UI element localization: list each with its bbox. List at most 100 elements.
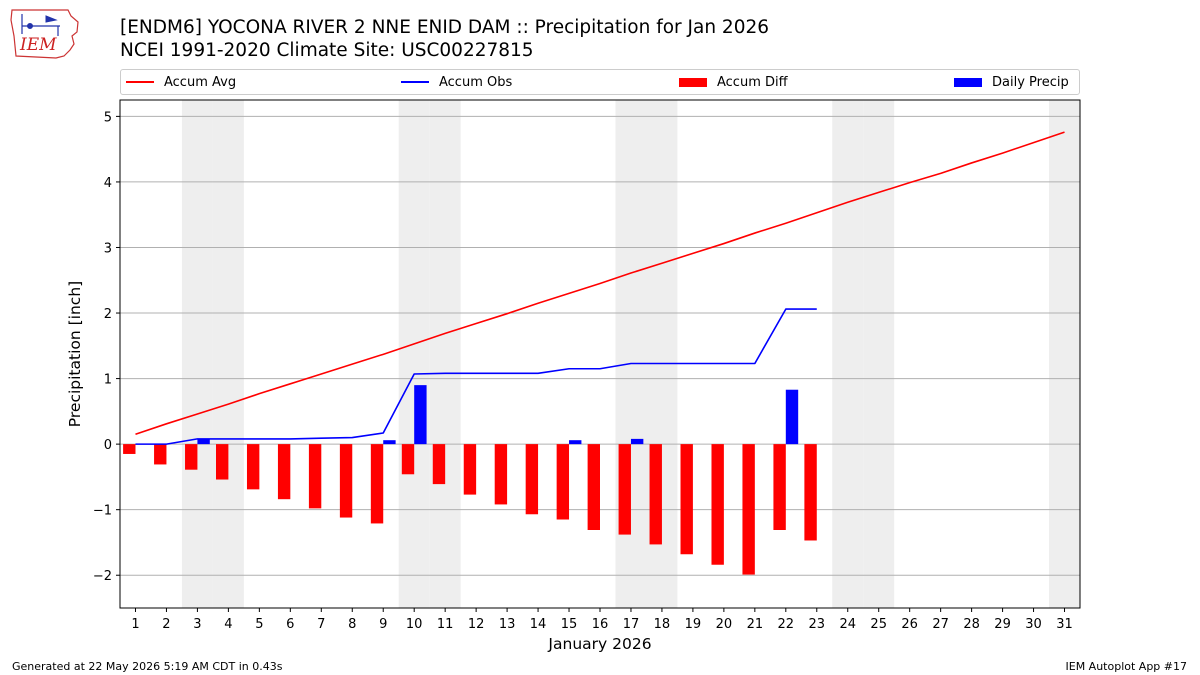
chart-title: [ENDM6] YOCONA RIVER 2 NNE ENID DAM :: P…	[120, 17, 769, 38]
weekend-band	[181, 100, 213, 608]
weekend-band	[212, 100, 244, 608]
x-tick-label: 19	[685, 617, 702, 632]
x-tick-label: 17	[623, 617, 640, 632]
iem-logo: IEM	[10, 9, 79, 59]
x-tick-label: 8	[348, 617, 356, 632]
accum-obs-line	[135, 308, 817, 445]
weekend-band	[863, 100, 895, 608]
legend-item-accum-obs: Accum Obs	[401, 70, 512, 94]
legend-label: Accum Avg	[164, 74, 237, 90]
accum-diff-bar	[463, 444, 477, 495]
accum-diff-bar	[618, 444, 631, 535]
y-tick-label: −2	[93, 569, 112, 584]
accum-diff-bar	[123, 444, 136, 454]
y-tick-label: 4	[104, 176, 112, 191]
weekend-band	[398, 100, 430, 608]
y-tick-label: 5	[104, 110, 112, 125]
accum-diff-bar	[277, 444, 291, 500]
daily-precip-bar	[383, 440, 396, 445]
x-tick-label: 18	[654, 617, 671, 632]
x-tick-label: 6	[286, 617, 294, 632]
accum-diff-bar	[154, 444, 167, 465]
iowa-outline-icon	[10, 9, 79, 59]
x-tick-label: 13	[499, 617, 516, 632]
x-tick-label: 11	[437, 617, 454, 632]
x-tick-label: 28	[963, 617, 980, 632]
legend-item-accum-diff: Accum Diff	[679, 70, 788, 94]
x-tick-label: 22	[778, 617, 795, 632]
x-tick-label: 31	[1056, 617, 1073, 632]
x-tick-label: 7	[317, 617, 325, 632]
weekend-band	[1049, 100, 1080, 608]
legend: Accum Avg Accum Obs Accum Diff Daily Pre…	[120, 69, 1080, 95]
accum-diff-bar	[494, 444, 508, 505]
daily-precip-bar	[630, 438, 644, 445]
x-tick-label: 21	[747, 617, 764, 632]
x-tick-label: 1	[131, 617, 139, 632]
accum-diff-bar	[339, 444, 353, 518]
y-tick-label: −1	[93, 504, 112, 519]
legend-swatch	[401, 81, 429, 83]
x-tick-label: 3	[193, 617, 201, 632]
accum-diff-bar	[185, 444, 198, 470]
accum-diff-bar	[649, 444, 662, 545]
daily-precip-bar	[197, 438, 210, 445]
legend-swatch	[954, 77, 982, 87]
footer-generated-text: Generated at 22 May 2026 5:19 AM CDT in …	[12, 660, 283, 673]
accum-diff-bar	[401, 444, 415, 475]
accum-diff-bar	[804, 444, 817, 541]
accum-diff-bar	[308, 444, 322, 509]
x-tick-label: 9	[379, 617, 387, 632]
x-tick-label: 10	[406, 617, 423, 632]
x-tick-label: 5	[255, 617, 263, 632]
accum-diff-bar	[556, 444, 570, 520]
y-axis-label: Precipitation [inch]	[66, 281, 84, 427]
footer-app-text: IEM Autoplot App #17	[1065, 660, 1188, 673]
accum-diff-bar	[216, 444, 229, 480]
weekend-band	[832, 100, 864, 608]
x-axis-label: January 2026	[547, 635, 651, 653]
x-tick-label: 23	[809, 617, 826, 632]
accum-diff-bar	[246, 444, 260, 490]
x-tick-label: 2	[162, 617, 170, 632]
accum-diff-bar	[432, 444, 446, 485]
plot-frame	[119, 99, 1081, 609]
accum-diff-bar	[742, 444, 755, 575]
legend-label: Accum Diff	[717, 74, 788, 90]
x-tick-label: 26	[901, 617, 918, 632]
y-tick-label: 3	[104, 241, 112, 256]
accum-diff-bar	[711, 444, 724, 565]
x-tick-label: 29	[994, 617, 1011, 632]
y-tick-label: 0	[104, 438, 112, 453]
x-tick-label: 20	[716, 617, 733, 632]
x-tick-label: 14	[530, 617, 547, 632]
accum-diff-bar	[525, 444, 539, 515]
y-tick-label: 1	[104, 373, 112, 388]
x-tick-label: 4	[224, 617, 232, 632]
legend-label: Daily Precip	[992, 74, 1069, 90]
accum-diff-bar	[370, 444, 384, 524]
legend-swatch	[679, 77, 707, 87]
weather-station-icon	[21, 14, 60, 36]
accum-avg-line	[135, 131, 1065, 436]
x-tick-label: 27	[932, 617, 949, 632]
y-tick-label: 2	[104, 307, 112, 322]
daily-precip-bar	[785, 389, 799, 445]
x-tick-label: 16	[592, 617, 609, 632]
accum-diff-bar	[773, 444, 786, 530]
weekend-band	[429, 100, 461, 608]
x-tick-label: 15	[561, 617, 578, 632]
x-tick-label: 25	[870, 617, 887, 632]
x-tick-label: 24	[839, 617, 856, 632]
daily-precip-bar	[569, 440, 582, 445]
accum-diff-bar	[587, 444, 600, 530]
accum-diff-bar	[680, 444, 693, 555]
legend-swatch	[126, 81, 154, 83]
legend-label: Accum Obs	[439, 74, 513, 90]
logo-text: IEM	[19, 35, 57, 55]
daily-precip-bar	[414, 385, 427, 445]
chart-subtitle: NCEI 1991-2020 Climate Site: USC00227815	[120, 40, 534, 61]
legend-item-daily-precip: Daily Precip	[954, 70, 1069, 94]
legend-item-accum-avg: Accum Avg	[126, 70, 236, 94]
